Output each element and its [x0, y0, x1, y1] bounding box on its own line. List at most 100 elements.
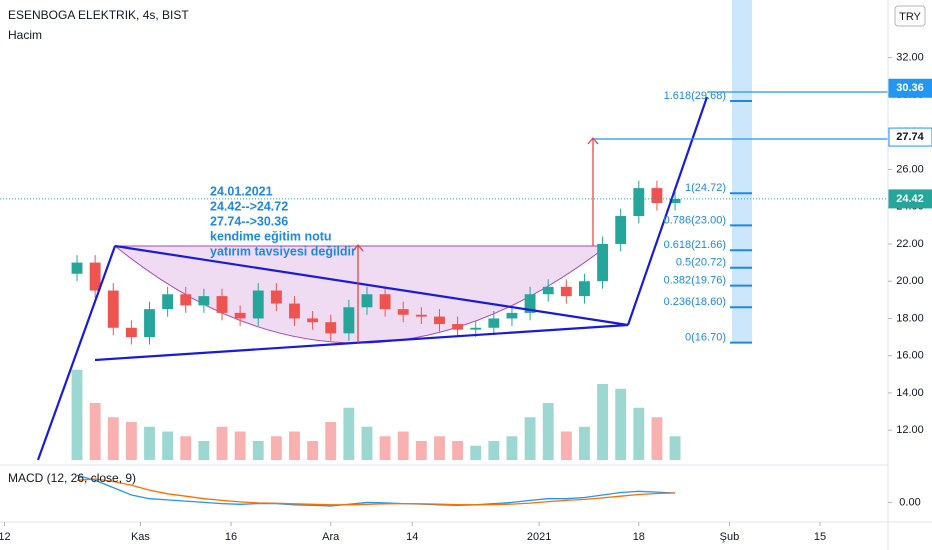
candle-body — [669, 198, 681, 203]
candle-body — [289, 303, 300, 319]
candle-body — [633, 188, 645, 217]
candle-body — [89, 262, 101, 291]
y-tick-label: 32.00 — [896, 52, 924, 64]
candle-body — [597, 243, 609, 282]
candle-body — [216, 296, 228, 313]
price-label: 30.36 — [896, 82, 924, 94]
candle-body — [234, 312, 246, 319]
candle-body — [615, 216, 627, 244]
volume-bar — [434, 436, 445, 460]
x-tick-label: 15 — [814, 531, 826, 543]
note-line: 27.74-->30.36 — [210, 214, 288, 228]
volume-bar — [89, 403, 101, 460]
candle-body — [307, 318, 319, 323]
candle-body — [560, 286, 572, 297]
note-line: 24.42-->24.72 — [210, 199, 288, 213]
currency[interactable]: TRY — [899, 11, 921, 23]
volume-bar — [71, 369, 83, 460]
volume-bar — [307, 441, 319, 460]
volume-bar — [506, 436, 518, 460]
volume-bar — [325, 422, 337, 460]
volume-bar — [415, 441, 427, 460]
volume-bar — [579, 426, 590, 460]
price-label: 27.74 — [896, 131, 924, 143]
volume-bar — [560, 431, 572, 460]
arrow-head — [352, 244, 364, 252]
macd-tick-label: 0.00 — [899, 496, 920, 508]
candle-body — [361, 294, 373, 308]
x-tick-label: 14 — [406, 531, 418, 543]
fib-label: 1.618(29.68) — [664, 90, 726, 102]
trend-line — [114, 244, 629, 327]
candle-body — [579, 281, 590, 297]
currency-box[interactable] — [894, 5, 926, 27]
target-arrows — [352, 137, 599, 343]
y-tick-label: 26.00 — [896, 163, 924, 175]
volume-bar — [144, 426, 155, 460]
fib-band — [732, 0, 752, 343]
volume-bar — [633, 407, 645, 460]
candle-body — [397, 309, 409, 315]
y-tick-label: 18.00 — [896, 312, 924, 324]
candle-body — [144, 309, 155, 338]
fib-label: 0(16.70) — [685, 332, 726, 344]
volume-bar — [379, 436, 391, 460]
volume-bar — [289, 431, 300, 460]
candle-body — [542, 286, 554, 295]
volume-bar — [343, 407, 355, 460]
chart-title: ESENBOGA ELEKTRIK, 4s, BIST — [8, 8, 189, 22]
volume-bar — [180, 436, 192, 460]
x-tick-label: Ara — [322, 531, 340, 543]
volume-bar — [162, 431, 174, 460]
volume-label: Hacim — [8, 28, 42, 42]
candle-body — [198, 296, 210, 306]
candle-body — [162, 294, 174, 310]
trend-line — [36, 245, 117, 461]
candle-body — [434, 316, 445, 325]
trend-line — [626, 96, 709, 326]
fib-label: 0.382(19.76) — [664, 275, 726, 287]
candle-body — [488, 318, 500, 328]
macd-line — [76, 474, 676, 507]
candle-body — [651, 188, 663, 203]
volume-bar — [542, 403, 554, 460]
fib-label: 0.5(20.72) — [676, 257, 726, 269]
candle-body — [107, 290, 119, 328]
volume-bar — [651, 417, 663, 460]
volume-bar — [361, 426, 373, 460]
fib-label: 0.618(21.66) — [664, 239, 726, 251]
volume-bar — [615, 388, 627, 460]
candle-body — [470, 327, 482, 330]
fib-label: 1(24.72) — [685, 182, 726, 194]
volume-bar — [524, 417, 536, 460]
macd-line — [76, 478, 676, 506]
candle-body — [524, 294, 536, 313]
volume-bar — [669, 436, 681, 460]
volume-bar — [452, 441, 464, 460]
volume-bar — [488, 441, 500, 460]
price-label-box — [888, 127, 932, 147]
y-tick-label: 12.00 — [896, 424, 924, 436]
volume-bar — [397, 431, 409, 460]
candle-body — [252, 290, 264, 319]
fib-label: 0.236(18.60) — [664, 296, 726, 308]
y-tick-label: 14.00 — [896, 387, 924, 399]
x-tick-label: 18 — [633, 531, 645, 543]
y-tick-label: 20.00 — [896, 275, 924, 287]
price-label-box — [888, 78, 932, 98]
volume-bar — [216, 426, 228, 460]
note-line: 24.01.2021 — [210, 184, 273, 198]
trend-line — [94, 323, 629, 362]
volume-bar — [234, 431, 246, 460]
macd-title: MACD (12, 26, close, 9) — [8, 471, 136, 485]
candle-body — [325, 322, 337, 334]
price-label: 24.42 — [896, 193, 924, 205]
x-tick-label: Kas — [131, 531, 150, 543]
volume-bar — [252, 441, 264, 460]
x-tick-label: 12 — [0, 531, 11, 543]
note-line: yatırım tavsiyesi değildir — [210, 244, 356, 258]
volume-bar — [270, 436, 282, 460]
candle-body — [71, 262, 83, 274]
arrow-head — [587, 137, 599, 145]
